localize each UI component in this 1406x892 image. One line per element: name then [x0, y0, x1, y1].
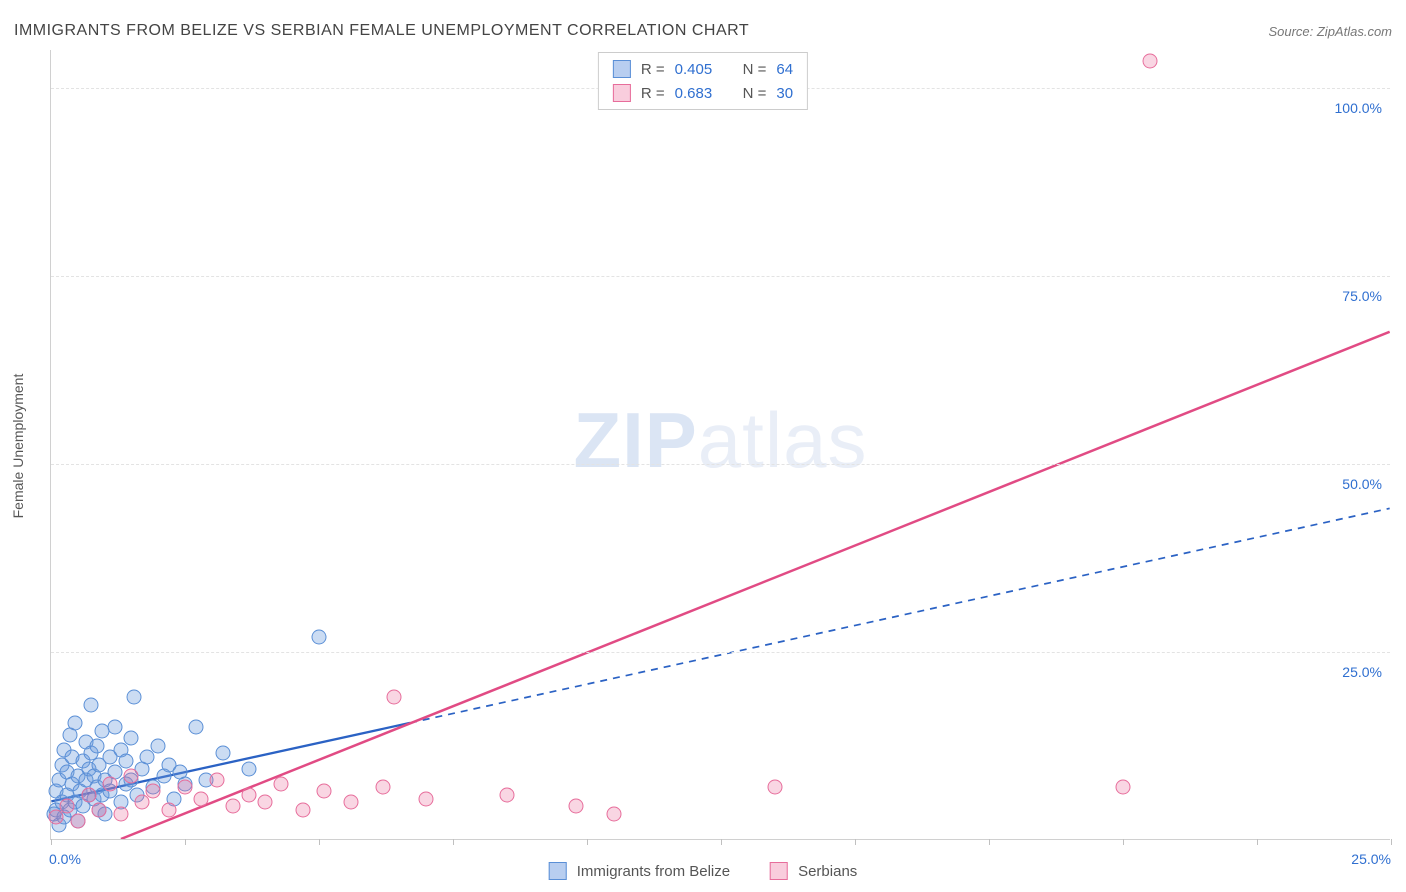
legend-series: Immigrants from Belize Serbians — [549, 862, 858, 880]
data-point — [317, 784, 332, 799]
data-point — [242, 761, 257, 776]
x-tick-label: 0.0% — [49, 851, 81, 867]
data-point — [49, 810, 64, 825]
data-point — [295, 802, 310, 817]
x-tick-mark — [185, 839, 186, 845]
data-point — [1116, 780, 1131, 795]
legend-row: R = 0.683 N = 30 — [599, 81, 807, 105]
legend-correlation: R = 0.405 N = 64 R = 0.683 N = 30 — [598, 52, 808, 110]
data-point — [1142, 54, 1157, 69]
x-tick-mark — [721, 839, 722, 845]
data-point — [92, 802, 107, 817]
y-tick-label: 100.0% — [1335, 100, 1382, 116]
data-point — [767, 780, 782, 795]
data-point — [242, 787, 257, 802]
x-tick-mark — [1123, 839, 1124, 845]
data-point — [312, 629, 327, 644]
legend-n-value: 30 — [776, 85, 793, 102]
x-tick-mark — [989, 839, 990, 845]
data-point — [113, 806, 128, 821]
x-tick-mark — [453, 839, 454, 845]
x-tick-mark — [1391, 839, 1392, 845]
data-point — [68, 716, 83, 731]
data-point — [274, 776, 289, 791]
legend-swatch — [770, 862, 788, 880]
data-point — [81, 787, 96, 802]
x-tick-label: 25.0% — [1351, 851, 1391, 867]
data-point — [135, 795, 150, 810]
legend-series-label: Immigrants from Belize — [577, 863, 730, 880]
legend-swatch — [549, 862, 567, 880]
y-tick-label: 75.0% — [1342, 288, 1382, 304]
plot-area: ZIPatlas 25.0%50.0%75.0%100.0%0.0%25.0% — [50, 50, 1390, 840]
data-point — [151, 738, 166, 753]
data-point — [606, 806, 621, 821]
data-point — [210, 772, 225, 787]
data-point — [569, 799, 584, 814]
legend-row: R = 0.405 N = 64 — [599, 57, 807, 81]
data-point — [344, 795, 359, 810]
gridline — [51, 276, 1390, 277]
data-point — [188, 720, 203, 735]
legend-series-item: Immigrants from Belize — [549, 862, 730, 880]
data-point — [60, 799, 75, 814]
legend-swatch — [613, 84, 631, 102]
data-point — [84, 697, 99, 712]
source-attribution: Source: ZipAtlas.com — [1268, 24, 1392, 39]
legend-r-value: 0.405 — [675, 61, 725, 78]
data-point — [226, 799, 241, 814]
legend-r-label: R = — [641, 61, 665, 78]
data-point — [387, 690, 402, 705]
data-point — [102, 776, 117, 791]
legend-r-value: 0.683 — [675, 85, 725, 102]
data-point — [499, 787, 514, 802]
legend-n-label: N = — [743, 85, 767, 102]
legend-series-item: Serbians — [770, 862, 857, 880]
data-point — [419, 791, 434, 806]
chart-title: IMMIGRANTS FROM BELIZE VS SERBIAN FEMALE… — [14, 22, 749, 40]
legend-n-value: 64 — [776, 61, 793, 78]
data-point — [161, 802, 176, 817]
data-point — [127, 690, 142, 705]
watermark: ZIPatlas — [573, 394, 867, 485]
data-point — [178, 780, 193, 795]
legend-series-label: Serbians — [798, 863, 857, 880]
x-tick-mark — [1257, 839, 1258, 845]
legend-r-label: R = — [641, 85, 665, 102]
legend-n-label: N = — [743, 61, 767, 78]
data-point — [124, 731, 139, 746]
y-tick-label: 25.0% — [1342, 664, 1382, 680]
data-point — [258, 795, 273, 810]
y-tick-label: 50.0% — [1342, 476, 1382, 492]
x-tick-mark — [855, 839, 856, 845]
data-point — [145, 784, 160, 799]
data-point — [140, 750, 155, 765]
trend-lines-layer — [51, 50, 1390, 839]
data-point — [70, 814, 85, 829]
x-tick-mark — [51, 839, 52, 845]
gridline — [51, 464, 1390, 465]
data-point — [89, 738, 104, 753]
data-point — [215, 746, 230, 761]
x-tick-mark — [587, 839, 588, 845]
gridline — [51, 652, 1390, 653]
data-point — [108, 720, 123, 735]
y-axis-label: Female Unemployment — [10, 374, 26, 519]
data-point — [194, 791, 209, 806]
data-point — [124, 769, 139, 784]
x-tick-mark — [319, 839, 320, 845]
legend-swatch — [613, 60, 631, 78]
data-point — [119, 754, 134, 769]
data-point — [376, 780, 391, 795]
